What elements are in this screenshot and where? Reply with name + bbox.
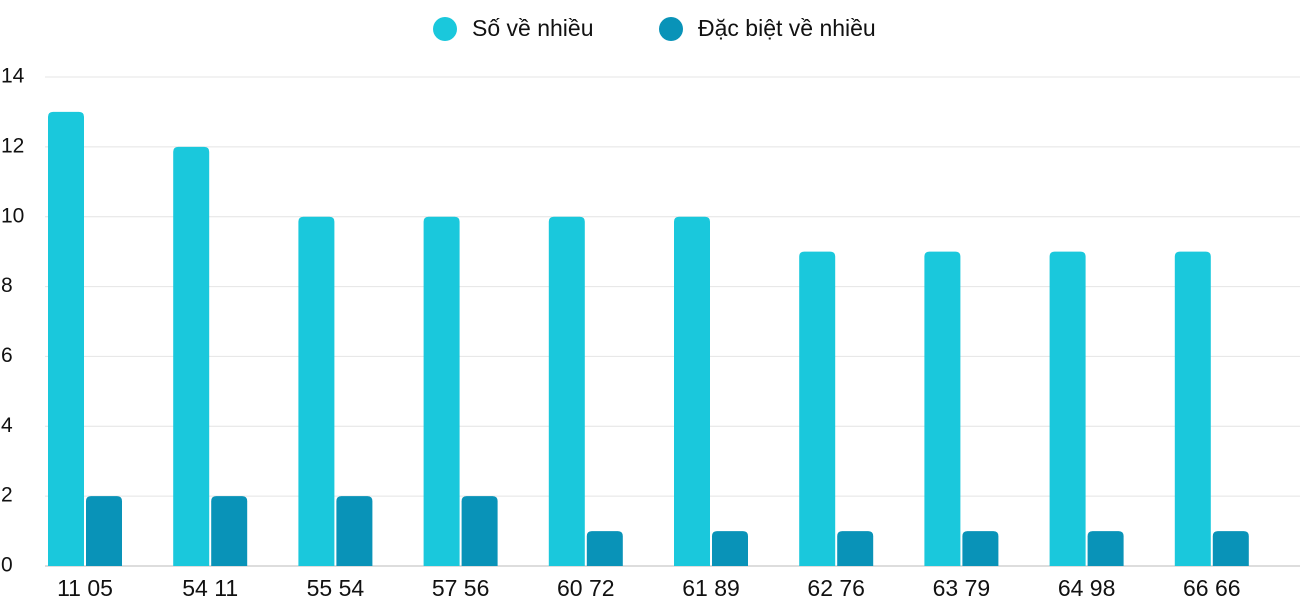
bar: [799, 251, 836, 566]
bar: [837, 531, 874, 566]
y-tick-label: 0: [1, 554, 13, 577]
bar: [461, 496, 498, 566]
x-tick-label: 60 72: [557, 575, 615, 600]
bar: [1212, 531, 1249, 566]
y-tick-label: 14: [1, 65, 25, 88]
bar: [1049, 251, 1086, 566]
y-tick-label: 6: [1, 344, 13, 367]
bar: [173, 146, 210, 566]
bar: [962, 531, 999, 566]
x-tick-label: 64 98: [1058, 575, 1116, 600]
bar: [48, 111, 84, 566]
bar: [674, 216, 710, 566]
bar: [336, 496, 373, 566]
x-tick-label: 11 05: [57, 575, 113, 600]
bar: [1174, 251, 1211, 566]
x-tick-label: 55 54: [307, 575, 365, 600]
x-tick-label: 63 79: [933, 575, 991, 600]
bar: [924, 251, 961, 566]
bar: [211, 496, 248, 566]
bar: [1087, 531, 1124, 566]
bar: [298, 216, 335, 566]
y-tick-label: 8: [1, 274, 13, 297]
legend-label: Số về nhiều: [472, 15, 593, 41]
legend-label: Đặc biệt về nhiều: [698, 15, 876, 41]
x-tick-label: 66 66: [1183, 575, 1241, 600]
y-tick-label: 10: [1, 204, 24, 227]
bar: [586, 531, 623, 566]
y-tick-label: 12: [1, 134, 24, 157]
bar: [712, 531, 748, 566]
legend-marker: [433, 17, 457, 41]
y-tick-label: 2: [1, 484, 13, 507]
bar: [86, 496, 122, 566]
legend-marker: [659, 17, 683, 41]
x-tick-label: 54 11: [182, 575, 238, 600]
bar: [548, 216, 585, 566]
y-tick-label: 4: [1, 414, 13, 437]
bar: [423, 216, 460, 566]
x-tick-label: 61 89: [682, 575, 740, 600]
x-tick-label: 57 56: [432, 575, 490, 600]
x-tick-label: 62 76: [807, 575, 865, 600]
